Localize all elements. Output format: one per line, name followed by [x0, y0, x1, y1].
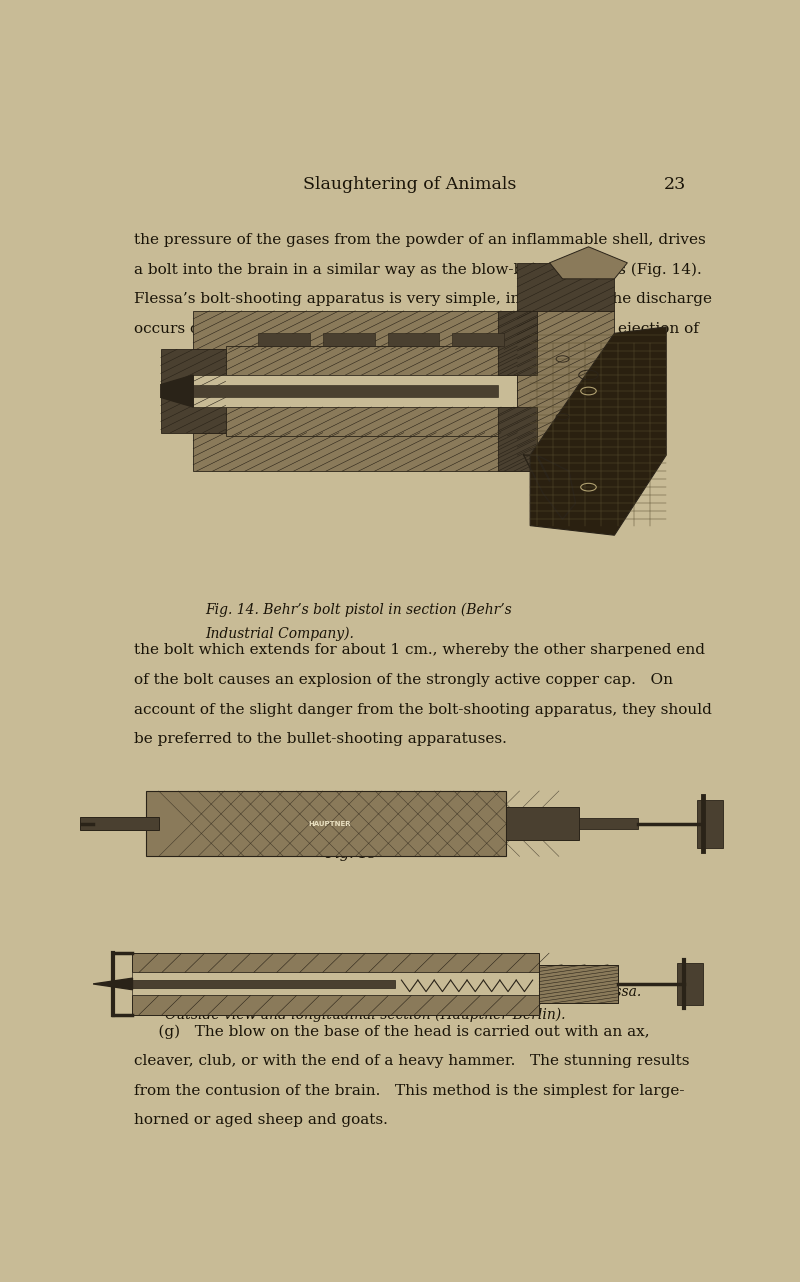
Polygon shape — [133, 972, 539, 995]
Polygon shape — [133, 979, 395, 987]
Polygon shape — [194, 433, 537, 472]
Text: from the contusion of the brain.   This method is the simplest for large-: from the contusion of the brain. This me… — [134, 1083, 685, 1097]
Polygon shape — [226, 346, 518, 374]
Polygon shape — [226, 408, 518, 436]
Polygon shape — [518, 310, 614, 455]
Polygon shape — [506, 808, 578, 840]
Polygon shape — [194, 310, 537, 349]
Text: the bolt which extends for about 1 cm., whereby the other sharpened end: the bolt which extends for about 1 cm., … — [134, 644, 705, 658]
Polygon shape — [518, 263, 614, 310]
Text: the pressure of the gases from the powder of an inflammable shell, drives: the pressure of the gases from the powde… — [134, 233, 706, 247]
Polygon shape — [133, 995, 539, 1015]
Text: Industrial Company).: Industrial Company). — [206, 627, 354, 641]
Text: of the bolt causes an explosion of the strongly active copper cap.   On: of the bolt causes an explosion of the s… — [134, 673, 673, 687]
Text: (g)   The blow on the base of the head is carried out with an ax,: (g) The blow on the base of the head is … — [134, 1024, 650, 1038]
Text: horned or aged sheep and goats.: horned or aged sheep and goats. — [134, 1113, 388, 1127]
Polygon shape — [697, 800, 723, 847]
Polygon shape — [550, 246, 627, 279]
Text: Fig. 15 and 16. Bolt-shooting apparatus by abattoir director Flessa.: Fig. 15 and 16. Bolt-shooting apparatus … — [165, 985, 642, 999]
Polygon shape — [388, 333, 439, 346]
Text: be preferred to the bullet-shooting apparatuses.: be preferred to the bullet-shooting appa… — [134, 732, 507, 746]
Text: account of the slight danger from the bolt-shooting apparatus, they should: account of the slight danger from the bo… — [134, 703, 712, 717]
Polygon shape — [161, 349, 226, 433]
Polygon shape — [323, 333, 374, 346]
Text: a bolt into the brain in a similar way as the blow-bolt apparatus (Fig. 14).: a bolt into the brain in a similar way a… — [134, 263, 702, 277]
Polygon shape — [453, 333, 504, 346]
Text: Fig. 15: Fig. 15 — [325, 847, 377, 860]
Polygon shape — [498, 408, 537, 472]
Polygon shape — [133, 954, 539, 972]
Polygon shape — [578, 818, 638, 829]
Text: HAUPTNER: HAUPTNER — [308, 820, 350, 827]
Text: 23: 23 — [664, 177, 686, 194]
Polygon shape — [161, 374, 194, 408]
Polygon shape — [530, 327, 666, 536]
Text: Fig. 14. Behr’s bolt pistol in section (Behr’s: Fig. 14. Behr’s bolt pistol in section (… — [206, 603, 512, 618]
Polygon shape — [539, 964, 618, 1003]
Polygon shape — [677, 963, 703, 1005]
Polygon shape — [93, 978, 133, 990]
Text: Flessa’s bolt-shooting apparatus is very simple, inasmuch as the discharge: Flessa’s bolt-shooting apparatus is very… — [134, 292, 712, 306]
Polygon shape — [258, 333, 310, 346]
Text: occurs only on the head of the animal to be killed through the ejection of: occurs only on the head of the animal to… — [134, 322, 699, 336]
Polygon shape — [498, 310, 537, 374]
Text: Slaughtering of Animals: Slaughtering of Animals — [303, 177, 517, 194]
Polygon shape — [146, 791, 506, 856]
Text: Fig. 16: Fig. 16 — [325, 965, 377, 979]
Text: cleaver, club, or with the end of a heavy hammer.   The stunning results: cleaver, club, or with the end of a heav… — [134, 1054, 690, 1068]
Polygon shape — [194, 385, 498, 397]
Polygon shape — [539, 964, 618, 1003]
Polygon shape — [194, 374, 518, 408]
Polygon shape — [80, 817, 158, 831]
Text: Outside view and longitudinal section (Hauptner-Berlin).: Outside view and longitudinal section (H… — [165, 1008, 566, 1022]
